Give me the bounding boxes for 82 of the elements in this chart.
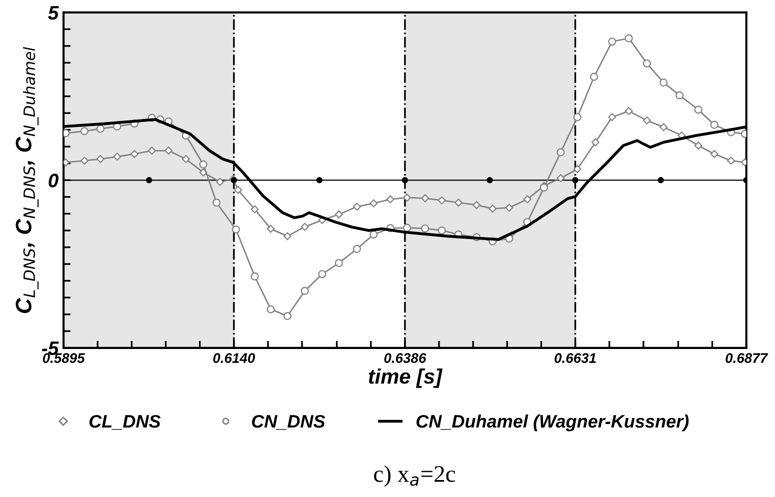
x-tick-label: 0.5895 — [42, 353, 85, 363]
point — [266, 305, 275, 314]
legend-label: CN_DNS — [252, 414, 326, 430]
point — [182, 155, 190, 164]
point — [130, 150, 138, 158]
x-axis-title: time [s] — [368, 368, 443, 388]
point — [556, 148, 565, 156]
point — [386, 195, 394, 204]
point — [402, 224, 412, 232]
point — [283, 312, 292, 320]
point — [300, 222, 309, 231]
point — [591, 138, 600, 146]
point — [403, 194, 412, 202]
point — [334, 259, 343, 268]
point — [300, 286, 309, 295]
point — [658, 177, 664, 184]
point — [624, 107, 633, 116]
y-tick-label: 0 — [48, 174, 58, 188]
point — [230, 177, 237, 184]
point — [96, 124, 104, 133]
point — [334, 210, 343, 218]
point — [318, 270, 326, 278]
point — [573, 113, 582, 122]
point — [199, 160, 208, 168]
point — [472, 200, 481, 209]
x-tick-label: 0.6386 — [384, 353, 426, 363]
point — [438, 196, 446, 204]
point — [370, 230, 378, 239]
point — [250, 205, 259, 214]
point — [234, 186, 242, 194]
point — [694, 106, 702, 114]
x-tick-label: 0.6631 — [554, 353, 596, 363]
point — [250, 272, 259, 280]
x-tick-label: 0.6877 — [726, 353, 768, 363]
point — [164, 146, 173, 155]
point — [486, 177, 493, 184]
point — [454, 198, 462, 207]
point — [660, 123, 668, 132]
point — [352, 244, 361, 253]
point — [488, 204, 497, 213]
text: 0.6140 — [213, 353, 256, 363]
legend-label: CN_Duhamel (Wagner-Kussner) — [416, 414, 689, 432]
point — [556, 174, 565, 182]
point — [148, 146, 156, 155]
point — [572, 177, 578, 184]
point — [370, 199, 378, 208]
point — [352, 202, 361, 211]
point — [505, 204, 514, 212]
point — [266, 224, 275, 233]
point — [608, 113, 616, 122]
y-tick-label: -5 — [42, 342, 59, 356]
point — [283, 232, 292, 240]
point — [727, 156, 736, 165]
point — [608, 38, 616, 46]
point — [642, 59, 651, 68]
legend-label: CL_DNS — [89, 414, 161, 430]
text: c) x$_{a}$=2c — [374, 465, 456, 487]
point — [694, 142, 702, 150]
point — [232, 225, 240, 234]
point — [316, 177, 323, 184]
point — [421, 224, 430, 232]
point — [573, 165, 582, 174]
point — [80, 127, 88, 136]
point — [113, 152, 122, 161]
point — [216, 178, 224, 186]
point — [624, 34, 633, 42]
point — [96, 155, 104, 164]
point — [710, 120, 718, 129]
point — [402, 177, 408, 184]
point — [438, 226, 446, 235]
y-axis-title: C$_{L_DNS}$, C$_{N_DNS}$, C$_{N_Duhamel}$ — [16, 47, 39, 314]
point — [523, 195, 532, 204]
point — [642, 116, 651, 124]
y-tick-label: 5 — [48, 6, 59, 20]
point — [710, 150, 718, 158]
point — [146, 177, 152, 184]
point — [421, 194, 430, 202]
point — [676, 91, 684, 100]
point — [212, 198, 221, 207]
point — [660, 78, 668, 87]
point — [80, 156, 88, 165]
point — [590, 72, 598, 81]
